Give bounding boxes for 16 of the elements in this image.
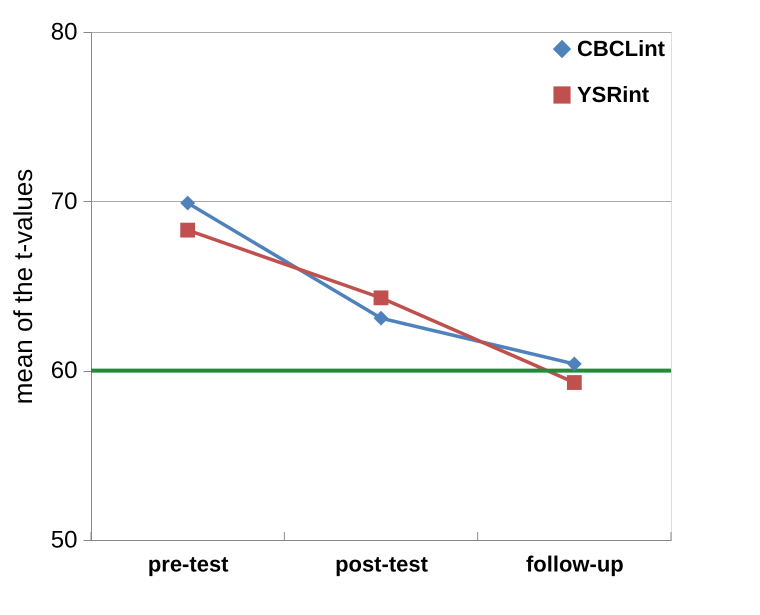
y-tick-label: 80 [50,18,78,46]
point [566,375,582,390]
y-tick-label: 50 [50,526,78,554]
point [374,290,388,306]
x-tick-label: pre-test [148,552,230,576]
x-tick-label: post-test [335,552,429,576]
y-axis-title: mean of the t-values [8,168,38,404]
point [374,310,388,326]
legend-label: CBCLint [577,36,666,61]
point [180,196,196,210]
point [180,222,196,238]
point [566,356,582,372]
y-tick-label: 70 [50,188,78,215]
legend-label: YSRint [577,82,650,107]
y-tick-label: 60 [50,357,78,384]
x-tick-label: follow-up [526,552,624,576]
